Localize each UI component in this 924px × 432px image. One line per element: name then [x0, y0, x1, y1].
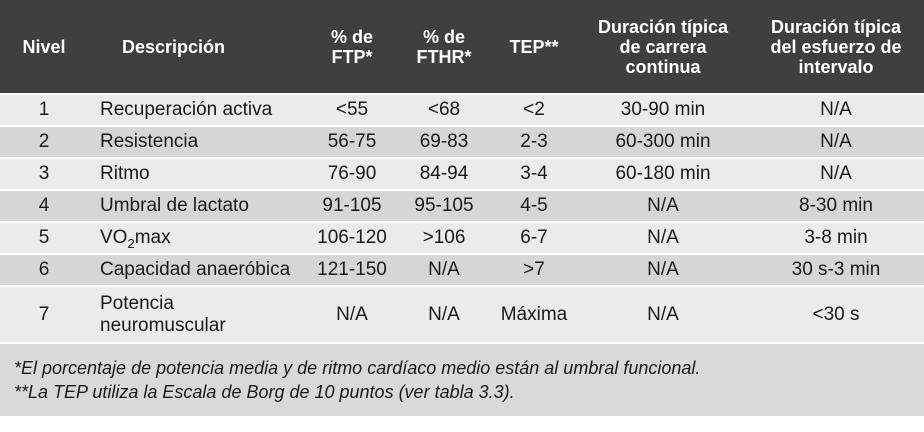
cell-ftp: 106-120 — [306, 221, 398, 254]
cell-tep: 4-5 — [490, 189, 578, 222]
table-footnotes: *El porcentaje de potencia media y de ri… — [0, 342, 924, 416]
cell-duracion-continua: N/A — [578, 189, 748, 222]
cell-tep: >7 — [490, 253, 578, 286]
cell-duracion-intervalo: N/A — [748, 125, 924, 158]
cell-tep: <2 — [490, 93, 578, 126]
cell-nivel: 1 — [0, 93, 88, 126]
cell-duracion-continua: 60-180 min — [578, 157, 748, 190]
cell-nivel: 2 — [0, 125, 88, 158]
cell-duracion-intervalo: <30 s — [748, 285, 924, 342]
cell-nivel: 6 — [0, 253, 88, 286]
table-row: 3 Ritmo 76-90 84-94 3-4 60-180 min N/A — [0, 157, 924, 190]
cell-fthr: 84-94 — [398, 157, 490, 190]
cell-ftp: 56-75 — [306, 125, 398, 158]
cell-descripcion: Ritmo — [88, 157, 306, 190]
footnote-1: *El porcentaje de potencia media y de ri… — [14, 358, 701, 378]
table-row: 5 VO2max 106-120 >106 6-7 N/A 3-8 min — [0, 221, 924, 254]
vo2-subscript: 2 — [127, 235, 135, 251]
cell-duracion-intervalo: N/A — [748, 157, 924, 190]
header-tep: TEP** — [509, 36, 559, 57]
cell-descripcion: Recuperación activa — [88, 93, 306, 126]
cell-ftp: 121-150 — [306, 253, 398, 286]
table-row: 6 Capacidad anaeróbica 121-150 N/A >7 N/… — [0, 253, 924, 286]
cell-tep: 6-7 — [490, 221, 578, 254]
cell-descripcion: Potencia neuromuscular — [88, 285, 306, 342]
cell-fthr: >106 — [398, 221, 490, 254]
header-ftp: % de FTP* — [330, 26, 373, 67]
cell-descripcion-vo2max: VO2max — [88, 221, 306, 254]
cell-tep: 3-4 — [490, 157, 578, 190]
cell-duracion-continua: N/A — [578, 285, 748, 342]
cell-ftp: <55 — [306, 93, 398, 126]
cell-nivel: 7 — [0, 285, 88, 342]
cell-duracion-continua: N/A — [578, 221, 748, 254]
header-duracion-intervalo: Duración típica del esfuerzo de intervalo — [770, 16, 902, 77]
cell-fthr: N/A — [398, 285, 490, 342]
header-row: Nivel Descripción % de FTP* % de FTHR* TEP… — [0, 0, 924, 94]
cell-nivel: 3 — [0, 157, 88, 190]
cell-descripcion: Capacidad anaeróbica — [88, 253, 306, 286]
cell-duracion-intervalo: 8-30 min — [748, 189, 924, 222]
cell-descripcion: Umbral de lactato — [88, 189, 306, 222]
table-row: 2 Resistencia 56-75 69-83 2-3 60-300 min… — [0, 125, 924, 158]
header-duracion-continua: Duración típica de carrera continua — [597, 16, 729, 77]
cell-fthr: <68 — [398, 93, 490, 126]
table-row: 1 Recuperación activa <55 <68 <2 30-90 m… — [0, 93, 924, 126]
cell-fthr: 95-105 — [398, 189, 490, 222]
header-fthr: % de FTHR* — [416, 26, 472, 67]
footnote-2: **La TEP utiliza la Escala de Borg de 10… — [14, 382, 515, 402]
cell-descripcion: Resistencia — [88, 125, 306, 158]
header-nivel: Nivel — [22, 36, 66, 57]
header-descripcion: Descripción — [122, 36, 226, 57]
cell-duracion-continua: 30-90 min — [578, 93, 748, 126]
cell-nivel: 4 — [0, 189, 88, 222]
training-zones-table: Nivel Descripción % de FTP* % de FTHR* TEP… — [0, 0, 924, 342]
cell-nivel: 5 — [0, 221, 88, 254]
cell-duracion-continua: 60-300 min — [578, 125, 748, 158]
cell-ftp: N/A — [306, 285, 398, 342]
cell-fthr: 69-83 — [398, 125, 490, 158]
table-row: 7 Potencia neuromuscular N/A N/A Máxima … — [0, 285, 924, 342]
cell-tep: Máxima — [490, 285, 578, 342]
cell-tep: 2-3 — [490, 125, 578, 158]
cell-duracion-intervalo: N/A — [748, 93, 924, 126]
cell-duracion-intervalo: 3-8 min — [748, 221, 924, 254]
cell-fthr: N/A — [398, 253, 490, 286]
cell-duracion-intervalo: 30 s-3 min — [748, 253, 924, 286]
cell-ftp: 76-90 — [306, 157, 398, 190]
table-row: 4 Umbral de lactato 91-105 95-105 4-5 N/… — [0, 189, 924, 222]
cell-ftp: 91-105 — [306, 189, 398, 222]
cell-duracion-continua: N/A — [578, 253, 748, 286]
